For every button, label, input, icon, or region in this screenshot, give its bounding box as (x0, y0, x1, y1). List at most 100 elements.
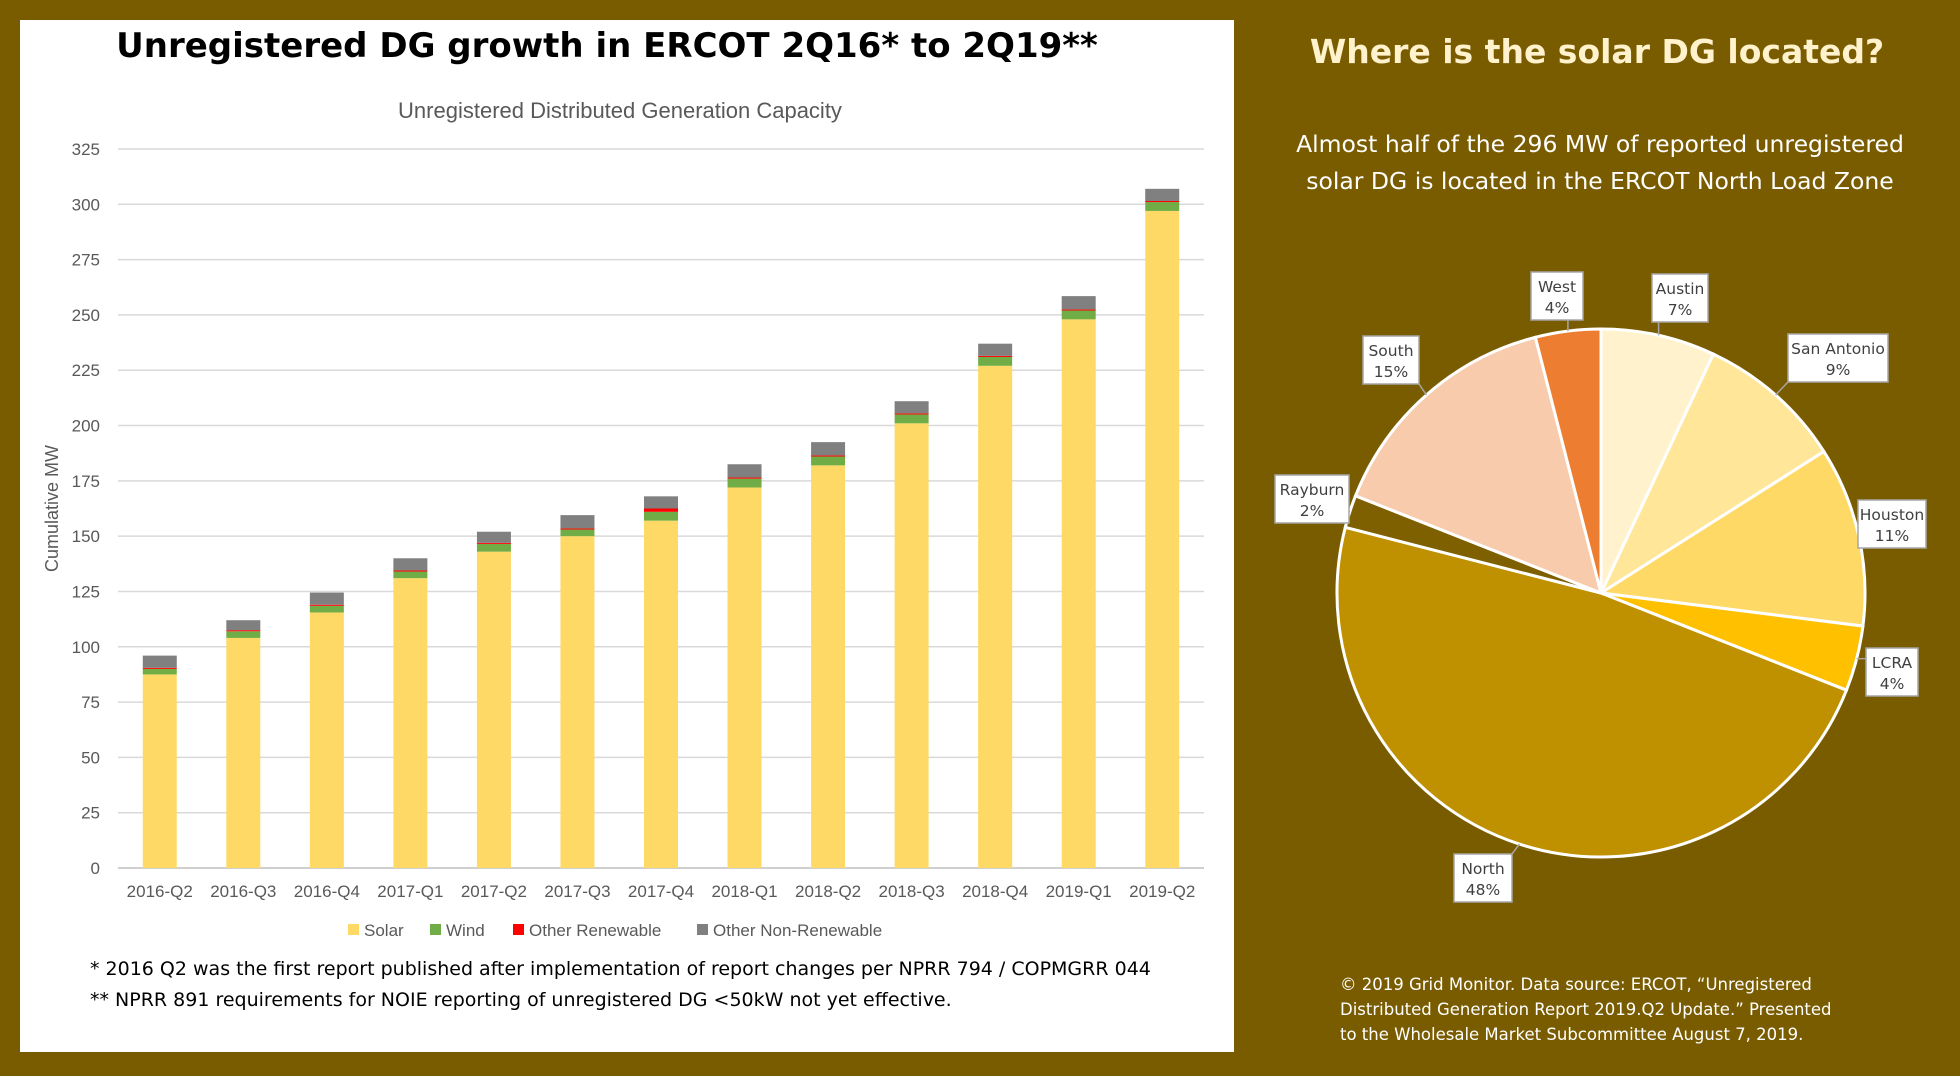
bar-other-renewable (727, 477, 762, 479)
pie-value-austin: 7% (1668, 301, 1693, 319)
bar-other-renewable (560, 528, 595, 530)
y-tick-label: 275 (72, 251, 100, 270)
bar-other-renewable (1061, 309, 1096, 311)
bar-wind (309, 605, 344, 613)
bar-solar (644, 520, 678, 868)
legend-swatch (513, 924, 524, 935)
bar-other-renewable (644, 508, 678, 512)
bar-wind (894, 414, 929, 424)
bar-wind (1145, 202, 1180, 211)
bar-solar (142, 674, 177, 868)
bar-other-non-renewable (476, 531, 511, 543)
bar-other-renewable (142, 667, 177, 669)
bar-wind (226, 631, 261, 638)
bar-other-non-renewable (1145, 188, 1180, 201)
bar-other-renewable (811, 455, 846, 457)
bar-wind (393, 571, 428, 579)
pie-title: Where is the solar DG located? (1309, 32, 1885, 71)
pie-slice-west (1533, 327, 1603, 594)
legend-swatch (430, 924, 441, 935)
x-tick-label: 2017-Q4 (628, 882, 694, 901)
data-label-box (1651, 273, 1709, 323)
legend-swatch (348, 924, 359, 935)
y-tick-label: 300 (72, 195, 100, 214)
data-label-box (1530, 271, 1584, 321)
pie-value-houston: 11% (1875, 527, 1909, 545)
main-title: Unregistered DG growth in ERCOT 2Q16* to… (116, 26, 1098, 66)
bar-solar (476, 551, 511, 868)
x-tick-label: 2018-Q3 (879, 882, 945, 901)
credit-text: © 2019 Grid Monitor. Data source: ERCOT,… (1340, 972, 1860, 1047)
y-tick-label: 150 (72, 527, 100, 546)
bar-other-renewable (1145, 200, 1180, 203)
pie-label-west: West (1538, 278, 1576, 296)
bar-other-renewable (476, 542, 511, 544)
y-tick-label: 25 (81, 804, 100, 823)
pie-label-houston: Houston (1860, 506, 1924, 524)
footnote-1: * 2016 Q2 was the first report published… (90, 958, 1151, 980)
pie-label-rayburn: Rayburn (1280, 481, 1345, 499)
x-tick-label: 2017-Q1 (377, 882, 443, 901)
x-tick-label: 2019-Q2 (1129, 882, 1195, 901)
bar-other-renewable (978, 355, 1013, 357)
pie-label-lcra: LCRA (1872, 654, 1913, 672)
bar-other-non-renewable (1061, 296, 1096, 310)
x-tick-label: 2016-Q4 (294, 882, 360, 901)
bar-other-renewable (309, 604, 344, 606)
legend-swatch (697, 924, 708, 935)
bar-solar (727, 487, 762, 868)
y-tick-label: 200 (72, 417, 100, 436)
pie-label-south: South (1368, 342, 1413, 360)
x-tick-label: 2018-Q4 (962, 882, 1028, 901)
y-tick-label: 75 (81, 693, 100, 712)
footnote-2: ** NPRR 891 requirements for NOIE report… (90, 989, 952, 1011)
bar-solar (894, 423, 929, 868)
bar-solar (560, 536, 595, 868)
bar-wind (142, 668, 177, 675)
bar-other-renewable (894, 413, 929, 415)
chart-subtitle: Unregistered Distributed Generation Capa… (398, 98, 842, 123)
credit-line-2: Distributed Generation Report 2019.Q2 Up… (1340, 1000, 1832, 1019)
bar-solar (1145, 210, 1180, 869)
bar-other-non-renewable (393, 558, 428, 571)
pie-value-san-antonio: 9% (1826, 361, 1851, 379)
y-tick-label: 125 (72, 582, 100, 601)
bar-wind (1061, 310, 1096, 320)
legend-label: Wind (446, 921, 485, 940)
y-tick-label: 100 (72, 638, 100, 657)
bar-solar (978, 365, 1013, 868)
bar-other-renewable (393, 570, 428, 572)
bar-other-non-renewable (894, 401, 929, 414)
x-tick-label: 2016-Q3 (210, 882, 276, 901)
leader-line (1775, 381, 1789, 396)
y-tick-label: 225 (72, 361, 100, 380)
bar-other-renewable (226, 630, 261, 632)
legend-label: Other Non-Renewable (713, 921, 882, 940)
bar-wind (560, 529, 595, 537)
pie-value-north: 48% (1466, 881, 1500, 899)
pie-slice-north (1335, 525, 1849, 859)
bar-wind (644, 511, 678, 521)
data-label-box (1857, 499, 1927, 549)
bar-other-non-renewable (727, 464, 762, 478)
bar-other-non-renewable (978, 343, 1013, 356)
bar-other-non-renewable (226, 620, 261, 631)
bar-other-non-renewable (644, 496, 678, 509)
y-tick-label: 50 (81, 748, 100, 767)
data-label-box (1787, 333, 1889, 383)
x-tick-label: 2018-Q2 (795, 882, 861, 901)
x-tick-label: 2017-Q3 (544, 882, 610, 901)
x-tick-label: 2017-Q2 (461, 882, 527, 901)
y-tick-label: 325 (72, 140, 100, 159)
leader-line (1511, 843, 1521, 855)
credit-line-3: to the Wholesale Market Subcommittee Aug… (1340, 1025, 1804, 1044)
x-tick-label: 2016-Q2 (127, 882, 193, 901)
bar-wind (978, 356, 1013, 366)
y-tick-label: 175 (72, 472, 100, 491)
data-label-box (1865, 647, 1919, 697)
pie-value-lcra: 4% (1880, 675, 1905, 693)
pie-subtitle: Almost half of the 296 MW of reported un… (1270, 126, 1930, 200)
y-axis-label: Cumulative MW (42, 445, 62, 572)
bar-other-non-renewable (560, 515, 595, 529)
